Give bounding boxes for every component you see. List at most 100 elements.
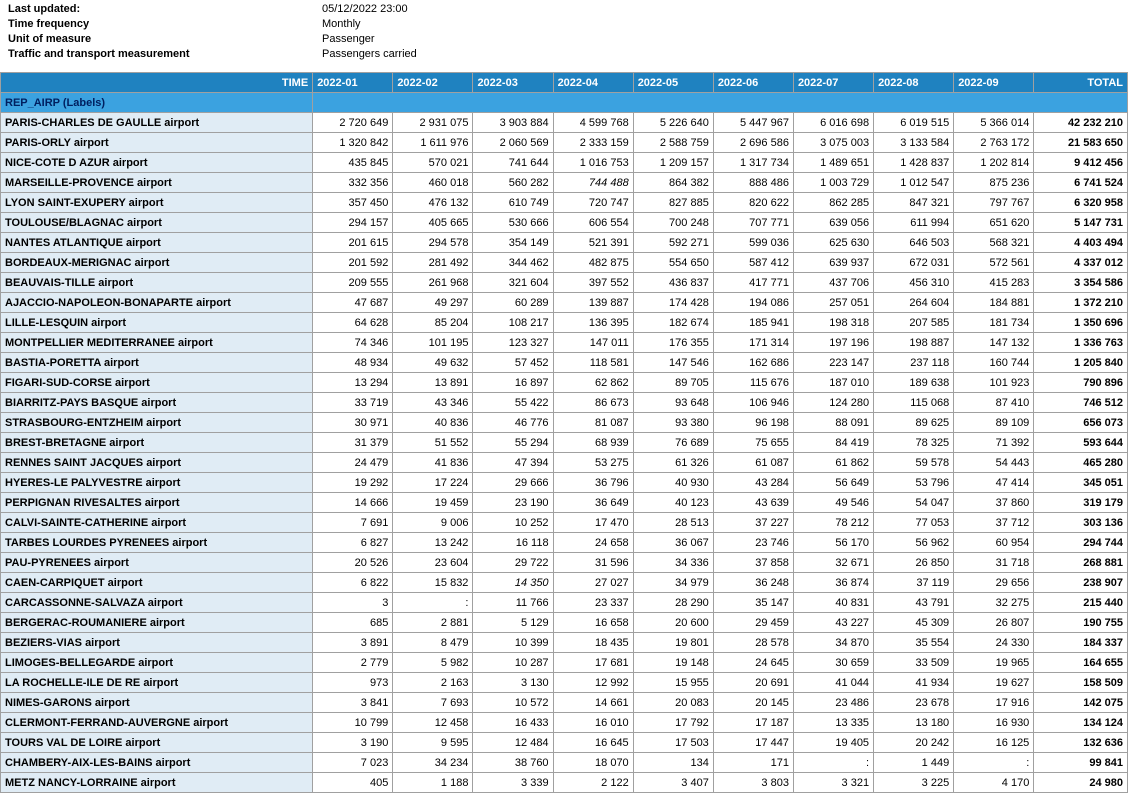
value-cell: 3 133 584 bbox=[874, 133, 954, 153]
airport-name: FIGARI-SUD-CORSE airport bbox=[1, 373, 313, 393]
table-row: CARCASSONNE-SALVAZA airport3:11 76623 33… bbox=[1, 593, 1128, 613]
total-cell: 142 075 bbox=[1034, 693, 1128, 713]
total-cell: 99 841 bbox=[1034, 753, 1128, 773]
airport-name: TOULOUSE/BLAGNAC airport bbox=[1, 213, 313, 233]
value-cell: 344 462 bbox=[473, 253, 553, 273]
value-cell: 20 145 bbox=[713, 693, 793, 713]
total-cell: 184 337 bbox=[1034, 633, 1128, 653]
value-cell: 707 771 bbox=[713, 213, 793, 233]
value-cell: 184 881 bbox=[954, 293, 1034, 313]
table-row: LIMOGES-BELLEGARDE airport2 7795 98210 2… bbox=[1, 653, 1128, 673]
value-cell: 521 391 bbox=[553, 233, 633, 253]
meta-traffic: Traffic and transport measurement Passen… bbox=[8, 47, 1120, 62]
airport-name: BREST-BRETAGNE airport bbox=[1, 433, 313, 453]
airport-name: CHAMBERY-AIX-LES-BAINS airport bbox=[1, 753, 313, 773]
value-cell: 17 681 bbox=[553, 653, 633, 673]
value-cell: 45 309 bbox=[874, 613, 954, 633]
table-row: CAEN-CARPIQUET airport6 82215 83214 3502… bbox=[1, 573, 1128, 593]
value-cell: 106 946 bbox=[713, 393, 793, 413]
value-cell: 19 292 bbox=[313, 473, 393, 493]
value-cell: 20 083 bbox=[633, 693, 713, 713]
value-cell: 40 930 bbox=[633, 473, 713, 493]
table-row: PARIS-CHARLES DE GAULLE airport2 720 649… bbox=[1, 113, 1128, 133]
value-cell: 34 234 bbox=[393, 753, 473, 773]
value-cell: 482 875 bbox=[553, 253, 633, 273]
value-cell: 720 747 bbox=[553, 193, 633, 213]
value-cell: 23 190 bbox=[473, 493, 553, 513]
value-cell: 3 407 bbox=[633, 773, 713, 793]
value-cell: 20 242 bbox=[874, 733, 954, 753]
value-cell: 15 955 bbox=[633, 673, 713, 693]
value-cell: 47 394 bbox=[473, 453, 553, 473]
value-cell: 4 599 768 bbox=[553, 113, 633, 133]
value-cell: 354 149 bbox=[473, 233, 553, 253]
total-cell: 215 440 bbox=[1034, 593, 1128, 613]
total-cell: 42 232 210 bbox=[1034, 113, 1128, 133]
value-cell: 2 333 159 bbox=[553, 133, 633, 153]
airport-name: NANTES ATLANTIQUE airport bbox=[1, 233, 313, 253]
table-body: PARIS-CHARLES DE GAULLE airport2 720 649… bbox=[1, 113, 1128, 793]
value-cell: 41 044 bbox=[793, 673, 873, 693]
value-cell: 85 204 bbox=[393, 313, 473, 333]
value-cell: 20 600 bbox=[633, 613, 713, 633]
value-cell: 61 087 bbox=[713, 453, 793, 473]
value-cell: 54 047 bbox=[874, 493, 954, 513]
value-cell: 36 796 bbox=[553, 473, 633, 493]
header-month: 2022-08 bbox=[874, 73, 954, 93]
value-cell: 171 bbox=[713, 753, 793, 773]
airport-name: RENNES SAINT JACQUES airport bbox=[1, 453, 313, 473]
value-cell: 6 827 bbox=[313, 533, 393, 553]
value-cell: 33 509 bbox=[874, 653, 954, 673]
value-cell: 36 874 bbox=[793, 573, 873, 593]
value-cell: 741 644 bbox=[473, 153, 553, 173]
header-month: 2022-04 bbox=[553, 73, 633, 93]
value-cell: 176 355 bbox=[633, 333, 713, 353]
airport-name: AJACCIO-NAPOLEON-BONAPARTE airport bbox=[1, 293, 313, 313]
airport-name: PARIS-ORLY airport bbox=[1, 133, 313, 153]
value-cell: 2 588 759 bbox=[633, 133, 713, 153]
value-cell: 23 337 bbox=[553, 593, 633, 613]
value-cell: 185 941 bbox=[713, 313, 793, 333]
value-cell: 56 170 bbox=[793, 533, 873, 553]
value-cell: 30 659 bbox=[793, 653, 873, 673]
value-cell: 3 903 884 bbox=[473, 113, 553, 133]
value-cell: 96 198 bbox=[713, 413, 793, 433]
value-cell: 93 380 bbox=[633, 413, 713, 433]
table-row: BREST-BRETAGNE airport31 37951 55255 294… bbox=[1, 433, 1128, 453]
value-cell: 56 962 bbox=[874, 533, 954, 553]
table-row: CHAMBERY-AIX-LES-BAINS airport7 02334 23… bbox=[1, 753, 1128, 773]
value-cell: 37 858 bbox=[713, 553, 793, 573]
value-cell: 3 841 bbox=[313, 693, 393, 713]
value-cell: 436 837 bbox=[633, 273, 713, 293]
header-month: 2022-09 bbox=[954, 73, 1034, 93]
value-cell: 651 620 bbox=[954, 213, 1034, 233]
table-row: LA ROCHELLE-ILE DE RE airport9732 1633 1… bbox=[1, 673, 1128, 693]
value-cell: 1 320 842 bbox=[313, 133, 393, 153]
airport-name: CLERMONT-FERRAND-AUVERGNE airport bbox=[1, 713, 313, 733]
value-cell: 24 479 bbox=[313, 453, 393, 473]
value-cell: 182 674 bbox=[633, 313, 713, 333]
value-cell: 162 686 bbox=[713, 353, 793, 373]
value-cell: 201 592 bbox=[313, 253, 393, 273]
airport-name: BIARRITZ-PAYS BASQUE airport bbox=[1, 393, 313, 413]
value-cell: 1 489 651 bbox=[793, 153, 873, 173]
meta-value: Passenger bbox=[322, 32, 375, 47]
table-row: BEZIERS-VIAS airport3 8918 47910 39918 4… bbox=[1, 633, 1128, 653]
value-cell: 3 190 bbox=[313, 733, 393, 753]
value-cell: 2 881 bbox=[393, 613, 473, 633]
value-cell: 16 010 bbox=[553, 713, 633, 733]
value-cell: 118 581 bbox=[553, 353, 633, 373]
value-cell: 1 016 753 bbox=[553, 153, 633, 173]
value-cell: 37 227 bbox=[713, 513, 793, 533]
header-month: 2022-03 bbox=[473, 73, 553, 93]
value-cell: 37 860 bbox=[954, 493, 1034, 513]
value-cell: 460 018 bbox=[393, 173, 473, 193]
value-cell: 48 934 bbox=[313, 353, 393, 373]
value-cell: 611 994 bbox=[874, 213, 954, 233]
value-cell: 81 087 bbox=[553, 413, 633, 433]
value-cell: 16 118 bbox=[473, 533, 553, 553]
value-cell: 34 336 bbox=[633, 553, 713, 573]
value-cell: 417 771 bbox=[713, 273, 793, 293]
value-cell: 36 649 bbox=[553, 493, 633, 513]
table-row: BIARRITZ-PAYS BASQUE airport33 71943 346… bbox=[1, 393, 1128, 413]
